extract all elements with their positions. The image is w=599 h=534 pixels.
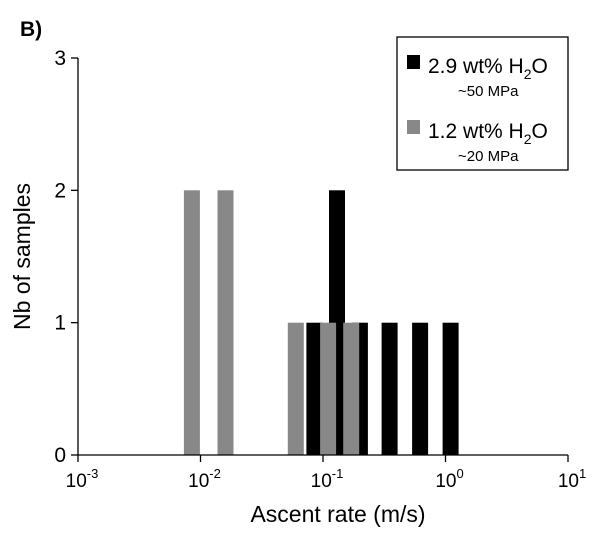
legend-swatch [407, 55, 420, 69]
legend: 2.9 wt% H2O~50 MPa 1.2 wt% H2O~20 MPa [396, 36, 569, 171]
x-axis-label: Ascent rate (m/s) [250, 501, 425, 527]
x-tick-label: 10-3 [66, 466, 99, 492]
series-2-bars [183, 190, 360, 456]
y-tick-label: 0 [54, 444, 66, 467]
legend-swatch [407, 120, 420, 134]
bar [343, 322, 360, 455]
bar [320, 322, 337, 455]
x-tick-label: 100 [435, 466, 463, 492]
panel-label: B) [20, 18, 42, 41]
y-axis-label: Nb of samples [9, 183, 35, 330]
y-tick-label: 2 [54, 179, 66, 202]
bar [442, 322, 459, 455]
bar [412, 322, 429, 455]
x-tick-label: 101 [558, 466, 586, 492]
bar [306, 322, 323, 455]
legend-label: 1.2 wt% H2O [428, 120, 548, 147]
legend-note: ~20 MPa [458, 148, 519, 165]
x-tick-label: 10-1 [311, 466, 344, 492]
legend-label: 2.9 wt% H2O [428, 55, 548, 82]
legend-note: ~50 MPa [458, 83, 519, 100]
y-tick-label: 3 [54, 47, 66, 70]
bar [217, 190, 234, 456]
bar [287, 322, 304, 455]
y-tick-label: 1 [54, 312, 66, 335]
legend-box [396, 36, 569, 171]
bar [183, 190, 200, 456]
bar [381, 322, 398, 455]
x-tick-label: 10-2 [188, 466, 221, 492]
